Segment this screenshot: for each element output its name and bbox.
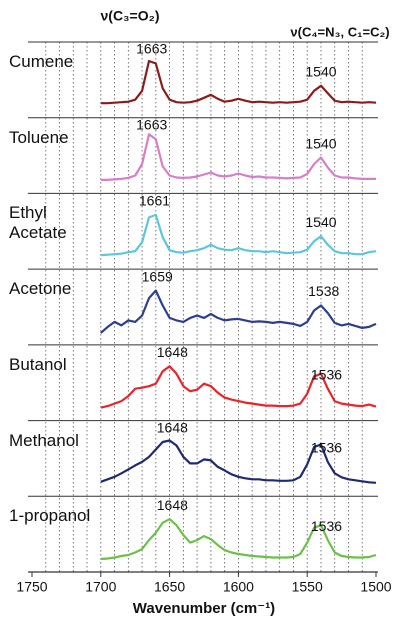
x-tick-label: 1500 (360, 579, 391, 595)
peak-label: 1648 (157, 497, 188, 513)
series-name: Butanol (9, 354, 67, 374)
peak-label: 1648 (157, 419, 188, 435)
peak-label: 1536 (311, 440, 342, 456)
spectrum-line (100, 213, 377, 257)
peak-label: 1540 (305, 214, 336, 230)
peak-label: 1648 (157, 344, 188, 360)
peak-label: 1536 (311, 518, 342, 534)
peak-label: 1538 (308, 283, 339, 299)
peak-label: 1540 (305, 135, 336, 151)
peak-label: 1663 (136, 41, 167, 57)
peak-label: 1661 (139, 193, 170, 209)
series-name: 1-propanol (9, 506, 91, 526)
spectrum-line (100, 439, 377, 484)
annotation: ν(C₃=O₂) (101, 8, 160, 24)
spectrum-line (100, 59, 377, 105)
annotation: ν(C₄=N₃, C₁=C₂) (290, 24, 389, 39)
peak-label: 1540 (305, 64, 336, 80)
x-tick-label: 1550 (292, 579, 323, 595)
series-name: Methanol (9, 430, 79, 450)
x-tick-label: 1750 (16, 579, 47, 595)
x-axis-label: Wavenumber (cm⁻¹) (133, 600, 275, 617)
peak-label: 1663 (136, 116, 167, 132)
series-name: Acetone (9, 279, 72, 299)
x-tick-label: 1600 (223, 579, 254, 595)
spectrum-line (100, 133, 376, 181)
spectrum-line (100, 518, 377, 561)
x-tick-label: 1650 (154, 579, 185, 595)
peak-label: 1536 (311, 366, 342, 382)
x-tick-label: 1700 (85, 579, 116, 595)
peak-label: 1659 (142, 268, 173, 284)
spectrum-line (100, 365, 377, 409)
series-name: Ethyl Acetate (9, 203, 67, 243)
series-name: Cumene (9, 52, 74, 71)
series-name: Toluene (9, 127, 69, 147)
spectrum-line (100, 289, 377, 334)
